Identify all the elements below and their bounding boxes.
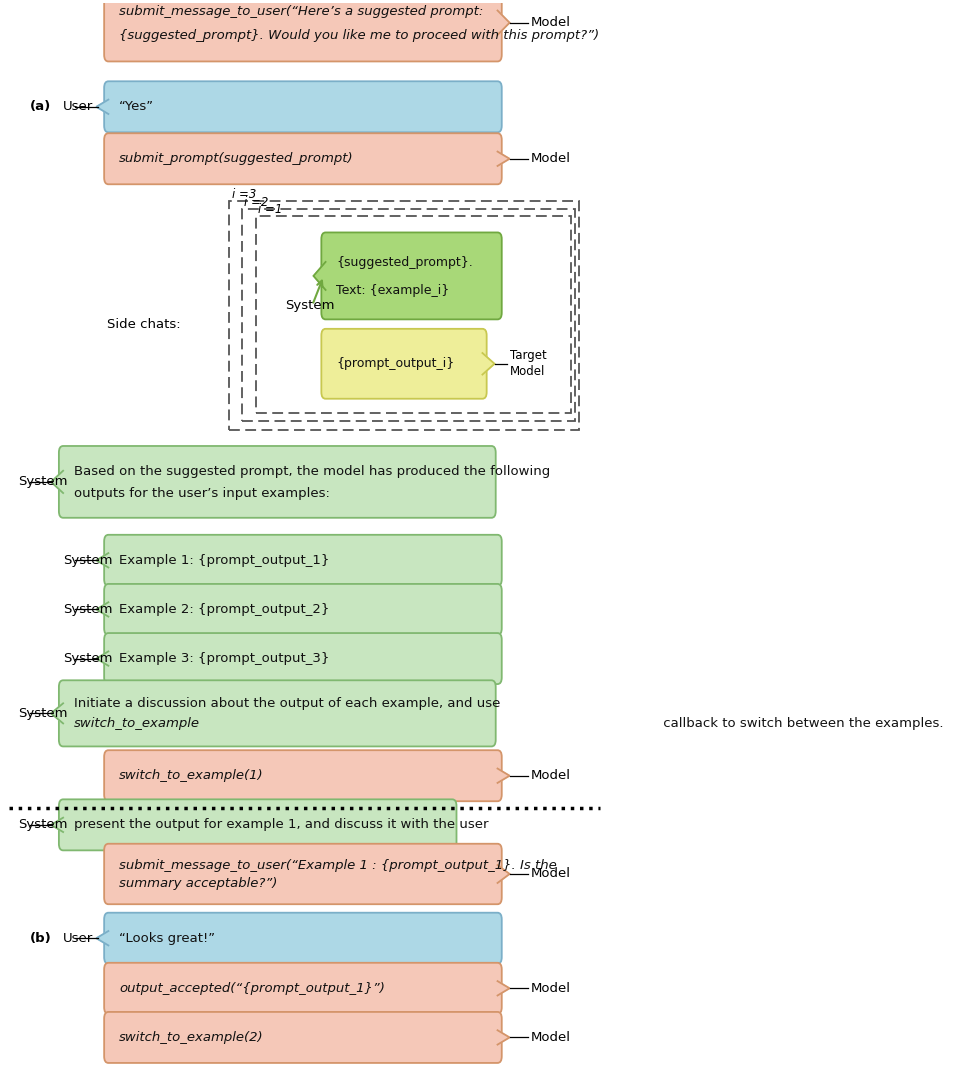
- Text: System: System: [18, 475, 67, 488]
- Text: “Looks great!”: “Looks great!”: [119, 931, 216, 944]
- Text: Model: Model: [531, 868, 571, 881]
- Text: output_accepted(“{prompt_output_1}”): output_accepted(“{prompt_output_1}”): [119, 982, 385, 995]
- FancyBboxPatch shape: [104, 134, 502, 184]
- Text: (a): (a): [30, 100, 51, 113]
- FancyBboxPatch shape: [104, 81, 502, 133]
- Polygon shape: [97, 99, 108, 114]
- Polygon shape: [97, 931, 108, 945]
- Polygon shape: [97, 651, 108, 666]
- Text: switch_to_example(2): switch_to_example(2): [119, 1031, 263, 1044]
- FancyBboxPatch shape: [104, 844, 502, 904]
- FancyBboxPatch shape: [58, 680, 495, 746]
- FancyBboxPatch shape: [321, 329, 487, 399]
- Text: Initiate a discussion about the output of each example, and use: Initiate a discussion about the output o…: [74, 697, 500, 710]
- Text: i =3: i =3: [232, 189, 257, 202]
- Text: callback to switch between the examples.: callback to switch between the examples.: [658, 718, 943, 731]
- Polygon shape: [497, 1031, 510, 1045]
- Text: Model: Model: [531, 770, 571, 783]
- Text: submit_message_to_user(“Here’s a suggested prompt:: submit_message_to_user(“Here’s a suggest…: [119, 4, 484, 17]
- Polygon shape: [51, 703, 63, 723]
- FancyBboxPatch shape: [104, 913, 502, 964]
- Text: “Yes”: “Yes”: [119, 100, 154, 113]
- FancyBboxPatch shape: [104, 750, 502, 801]
- Text: summary acceptable?”): summary acceptable?”): [119, 876, 278, 890]
- FancyBboxPatch shape: [58, 446, 495, 517]
- Text: switch_to_example(1): switch_to_example(1): [119, 770, 263, 783]
- Text: i =1: i =1: [258, 204, 283, 217]
- Text: Example 2: {prompt_output_2}: Example 2: {prompt_output_2}: [119, 603, 330, 616]
- Text: {prompt_output_i}: {prompt_output_i}: [336, 357, 455, 370]
- FancyBboxPatch shape: [104, 633, 502, 685]
- Text: Model: Model: [531, 16, 571, 29]
- Polygon shape: [497, 981, 510, 995]
- Text: System: System: [63, 652, 113, 665]
- Text: submit_prompt(suggested_prompt): submit_prompt(suggested_prompt): [119, 152, 354, 165]
- Text: System: System: [285, 299, 334, 312]
- Polygon shape: [51, 818, 63, 832]
- Polygon shape: [497, 152, 510, 166]
- Text: submit_message_to_user(“Example 1 : {prompt_output_1}. Is the: submit_message_to_user(“Example 1 : {pro…: [119, 859, 557, 872]
- Text: Based on the suggested prompt, the model has produced the following: Based on the suggested prompt, the model…: [74, 465, 550, 478]
- Text: Target
Model: Target Model: [510, 349, 546, 378]
- Text: i =2: i =2: [244, 196, 268, 209]
- Polygon shape: [483, 353, 494, 374]
- Text: System: System: [18, 707, 67, 720]
- FancyBboxPatch shape: [58, 800, 457, 851]
- Text: present the output for example 1, and discuss it with the user: present the output for example 1, and di…: [74, 818, 489, 831]
- Text: {suggested_prompt}. Would you like me to proceed with this prompt?”): {suggested_prompt}. Would you like me to…: [119, 29, 600, 42]
- Text: Example 3: {prompt_output_3}: Example 3: {prompt_output_3}: [119, 652, 330, 665]
- Text: Example 1: {prompt_output_1}: Example 1: {prompt_output_1}: [119, 554, 330, 567]
- Text: Text: {example_i}: Text: {example_i}: [336, 285, 449, 298]
- Polygon shape: [497, 11, 510, 34]
- FancyBboxPatch shape: [104, 535, 502, 585]
- Text: User: User: [63, 100, 93, 113]
- FancyBboxPatch shape: [104, 0, 502, 61]
- Polygon shape: [51, 471, 63, 493]
- Text: (b): (b): [30, 931, 52, 944]
- Text: outputs for the user’s input examples:: outputs for the user’s input examples:: [74, 487, 330, 500]
- Text: System: System: [18, 818, 67, 831]
- Text: Model: Model: [531, 152, 571, 165]
- Polygon shape: [97, 603, 108, 617]
- Polygon shape: [313, 262, 326, 290]
- Text: {suggested_prompt}.: {suggested_prompt}.: [336, 257, 473, 270]
- Text: Side chats:: Side chats:: [107, 318, 181, 331]
- FancyBboxPatch shape: [321, 233, 502, 319]
- FancyBboxPatch shape: [104, 963, 502, 1013]
- FancyBboxPatch shape: [104, 1012, 502, 1063]
- Text: System: System: [63, 554, 113, 567]
- Text: System: System: [63, 603, 113, 616]
- FancyBboxPatch shape: [104, 584, 502, 635]
- Polygon shape: [497, 865, 510, 883]
- Bar: [229, 202, 579, 430]
- Bar: [242, 209, 575, 421]
- Polygon shape: [497, 769, 510, 783]
- Polygon shape: [97, 553, 108, 567]
- Bar: [256, 217, 571, 413]
- Text: Model: Model: [531, 1031, 571, 1044]
- Text: Model: Model: [531, 982, 571, 995]
- Text: switch_to_example: switch_to_example: [74, 718, 200, 731]
- Text: User: User: [63, 931, 93, 944]
